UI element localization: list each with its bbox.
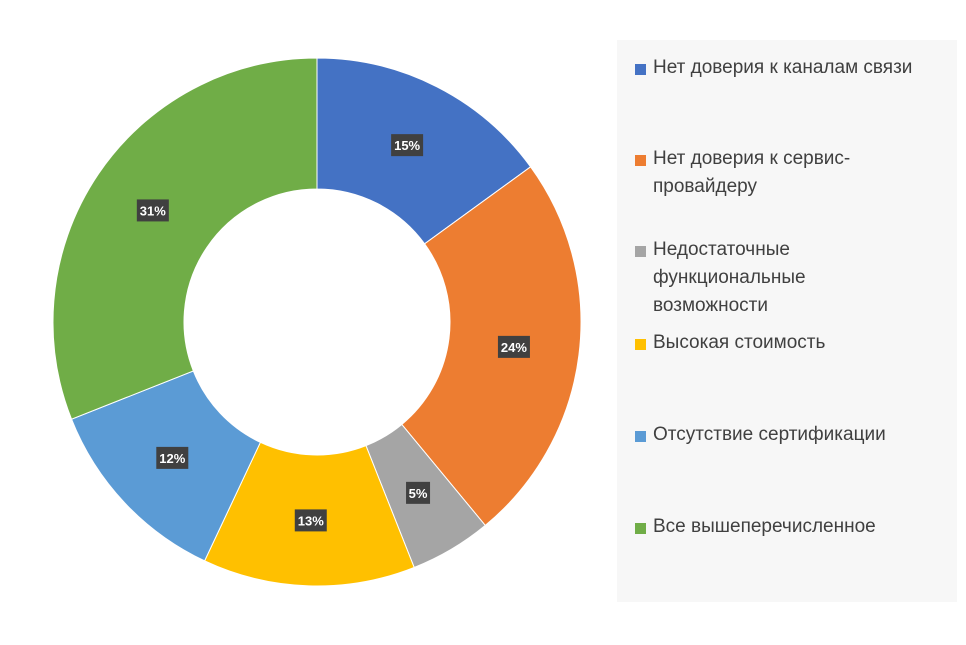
data-label: 12% [156, 446, 189, 469]
legend-item-all-above: Все вышеперечисленное [635, 513, 955, 541]
data-label-background [294, 509, 327, 532]
data-label-background [391, 134, 424, 157]
data-label: 24% [497, 335, 530, 358]
legend-label: Отсутствие сертификации [653, 424, 886, 445]
legend-label: Нет доверия к сервис- [653, 148, 851, 169]
data-label-background [497, 335, 530, 358]
legend-swatch [635, 246, 646, 257]
legend-label: Высокая стоимость [653, 332, 826, 353]
legend-item-certification: Отсутствие сертификации [635, 421, 955, 449]
donut-slice [401, 166, 582, 527]
legend-label: провайдеру [653, 176, 757, 197]
legend-swatch [635, 339, 646, 350]
legend-item-high-cost: Высокая стоимость [635, 329, 955, 357]
legend-label: Все вышеперечисленное [653, 516, 876, 537]
donut-slice [52, 57, 318, 420]
legend-label: возможности [653, 295, 768, 316]
legend-swatch [635, 64, 646, 75]
data-label-background [406, 481, 431, 504]
data-label-text: 5% [409, 486, 428, 501]
legend-swatch [635, 155, 646, 166]
legend-item-comm-channels: Нет доверия к каналам связи [635, 54, 955, 82]
legend-label: Нет доверия к каналам связи [653, 57, 913, 78]
data-label-text: 31% [140, 203, 166, 218]
data-label: 5% [406, 481, 431, 504]
data-label-text: 15% [394, 138, 420, 153]
data-label: 31% [136, 199, 169, 222]
data-label-text: 24% [501, 340, 527, 355]
data-label-background [136, 199, 169, 222]
donut-slice [316, 57, 532, 245]
data-label-text: 12% [159, 451, 185, 466]
legend-item-service-provider: Нет доверия к сервис- провайдеру [635, 145, 955, 201]
legend: Нет доверия к каналам связи Нет доверия … [617, 40, 957, 602]
donut-slices [52, 57, 582, 587]
legend-swatch [635, 431, 646, 442]
legend-label: функциональные [653, 267, 806, 288]
data-label: 13% [294, 509, 327, 532]
legend-label: Недостаточные [653, 239, 790, 260]
legend-item-functionality: Недостаточные функциональные возможности [635, 236, 955, 320]
legend-swatch [635, 523, 646, 534]
data-labels: 15% 24% 5% 13% 12% 31% [136, 134, 530, 532]
data-label-text: 13% [298, 513, 324, 528]
data-label-background [156, 446, 189, 469]
data-label: 15% [391, 134, 424, 157]
